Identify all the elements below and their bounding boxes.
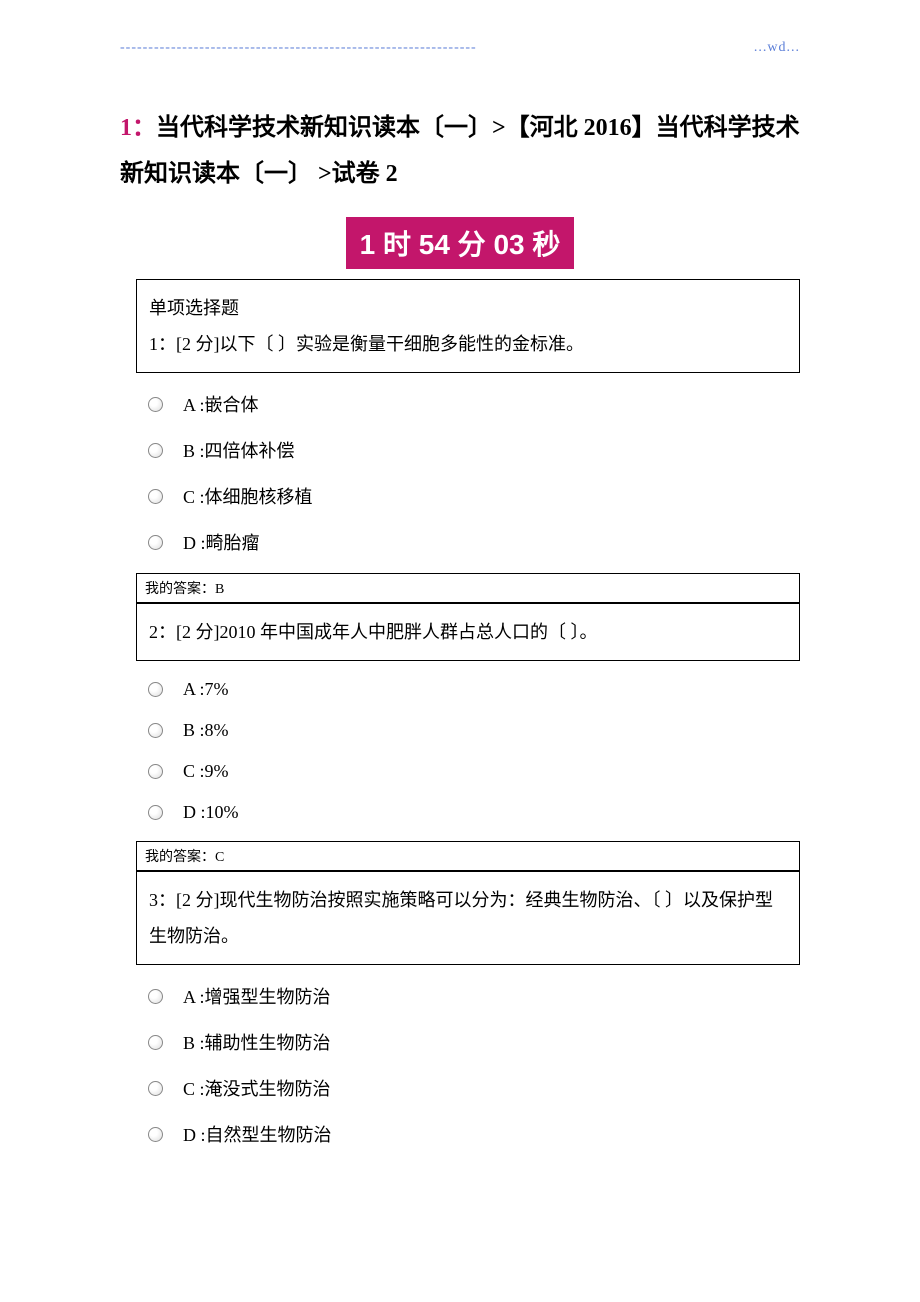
header-wd: ...wd... <box>754 40 800 56</box>
exam-title: 1：当代科学技术新知识读本〔一〕>【河北 2016】当代科学技术新知识读本〔一〕… <box>120 106 800 197</box>
question-box: 2：[2 分]2010 年中国成年人中肥胖人群占总人口的〔 〕。 <box>136 603 800 661</box>
option-label: D :自然型生物防治 <box>183 1121 332 1147</box>
option-label: A :增强型生物防治 <box>183 983 331 1009</box>
option-row[interactable]: B :辅助性生物防治 <box>148 1019 796 1065</box>
option-label: D :10% <box>183 802 239 823</box>
answer-box: 我的答案：B <box>136 573 800 603</box>
section-label: 单项选择题 <box>149 290 787 326</box>
option-row[interactable]: A :增强型生物防治 <box>148 973 796 1019</box>
radio-icon[interactable] <box>148 989 163 1004</box>
option-row[interactable]: C :9% <box>148 751 796 792</box>
radio-icon[interactable] <box>148 397 163 412</box>
option-label: B :8% <box>183 720 229 741</box>
option-row[interactable]: A :7% <box>148 669 796 710</box>
countdown-timer: 1 时 54 分 03 秒 <box>346 217 575 269</box>
radio-icon[interactable] <box>148 443 163 458</box>
question-stem: 3：[2 分]现代生物防治按照实施策略可以分为：经典生物防治、〔 〕以及保护型生… <box>149 882 787 954</box>
option-label: B :四倍体补偿 <box>183 437 295 463</box>
answer-box: 我的答案：C <box>136 841 800 871</box>
option-label: C :9% <box>183 761 229 782</box>
option-row[interactable]: A :嵌合体 <box>148 381 796 427</box>
options-group: A :增强型生物防治 B :辅助性生物防治 C :淹没式生物防治 D :自然型生… <box>120 965 800 1165</box>
page-container: ----------------------------------------… <box>0 0 920 1205</box>
radio-icon[interactable] <box>148 489 163 504</box>
option-label: A :7% <box>183 679 229 700</box>
option-label: C :淹没式生物防治 <box>183 1075 331 1101</box>
option-label: D :畸胎瘤 <box>183 529 260 555</box>
option-row[interactable]: B :8% <box>148 710 796 751</box>
page-header: ----------------------------------------… <box>120 40 800 56</box>
question-stem: 1：[2 分]以下〔 〕实验是衡量干细胞多能性的金标准。 <box>149 326 787 362</box>
option-row[interactable]: D :畸胎瘤 <box>148 519 796 565</box>
radio-icon[interactable] <box>148 805 163 820</box>
radio-icon[interactable] <box>148 723 163 738</box>
title-text: 当代科学技术新知识读本〔一〕>【河北 2016】当代科学技术新知识读本〔一〕 >… <box>120 115 800 187</box>
option-label: A :嵌合体 <box>183 391 259 417</box>
radio-icon[interactable] <box>148 1081 163 1096</box>
radio-icon[interactable] <box>148 1035 163 1050</box>
header-dashes: ----------------------------------------… <box>120 40 477 55</box>
radio-icon[interactable] <box>148 535 163 550</box>
option-row[interactable]: C :体细胞核移植 <box>148 473 796 519</box>
question-stem: 2：[2 分]2010 年中国成年人中肥胖人群占总人口的〔 〕。 <box>149 614 787 650</box>
radio-icon[interactable] <box>148 682 163 697</box>
option-label: C :体细胞核移植 <box>183 483 313 509</box>
option-row[interactable]: D :10% <box>148 792 796 833</box>
question-box: 单项选择题 1：[2 分]以下〔 〕实验是衡量干细胞多能性的金标准。 <box>136 279 800 373</box>
title-prefix: 1： <box>120 115 156 141</box>
radio-icon[interactable] <box>148 1127 163 1142</box>
option-label: B :辅助性生物防治 <box>183 1029 331 1055</box>
option-row[interactable]: C :淹没式生物防治 <box>148 1065 796 1111</box>
option-row[interactable]: B :四倍体补偿 <box>148 427 796 473</box>
question-box: 3：[2 分]现代生物防治按照实施策略可以分为：经典生物防治、〔 〕以及保护型生… <box>136 871 800 965</box>
option-row[interactable]: D :自然型生物防治 <box>148 1111 796 1157</box>
radio-icon[interactable] <box>148 764 163 779</box>
options-group: A :7% B :8% C :9% D :10% <box>120 661 800 841</box>
options-group: A :嵌合体 B :四倍体补偿 C :体细胞核移植 D :畸胎瘤 <box>120 373 800 573</box>
